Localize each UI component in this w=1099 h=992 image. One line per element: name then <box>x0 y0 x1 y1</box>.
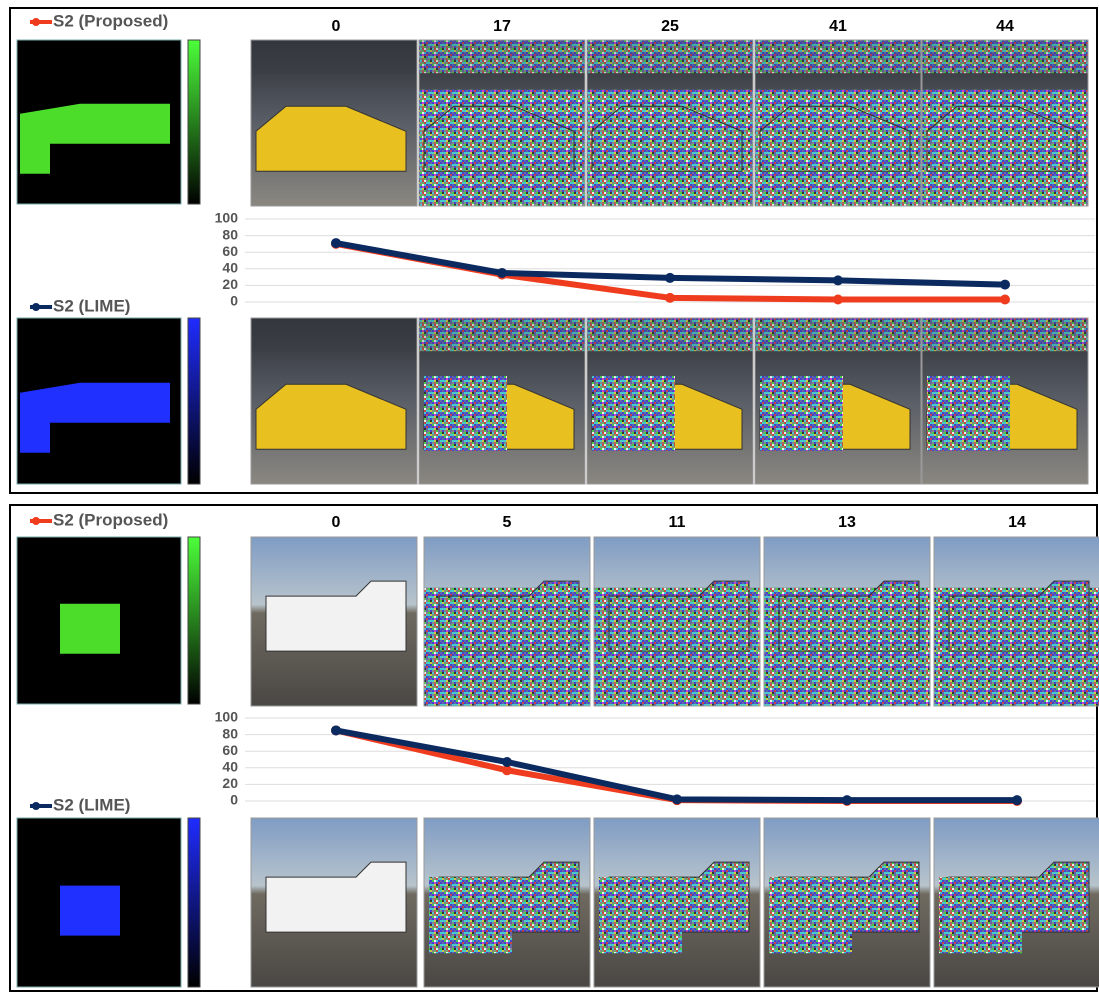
series-marker <box>665 273 675 283</box>
series-line <box>336 730 1017 801</box>
category-label: 44 <box>996 18 1014 35</box>
example-image <box>587 40 753 206</box>
example-image <box>251 40 417 206</box>
category-label: 13 <box>838 514 856 531</box>
legend-label: S2 (Proposed) <box>53 11 168 30</box>
perturbation-top <box>922 40 1088 73</box>
example-image <box>419 318 585 484</box>
y-tick-label: 80 <box>222 226 238 242</box>
perturbation-top <box>755 318 921 351</box>
colorbar <box>188 537 200 704</box>
y-tick-label: 20 <box>222 276 238 292</box>
perturbation <box>429 877 512 953</box>
example-image <box>764 818 930 987</box>
perturbation <box>592 376 675 451</box>
legend-swatch <box>32 802 40 810</box>
series-line <box>336 730 1017 800</box>
perturbation-top <box>587 40 753 73</box>
category-label: 17 <box>493 18 511 35</box>
perturbation-top <box>251 318 417 351</box>
y-tick-label: 40 <box>222 759 238 775</box>
perturbation <box>939 877 1022 953</box>
y-tick-label: 20 <box>222 775 238 791</box>
perturbation <box>769 877 852 953</box>
perturbation-top <box>922 318 1088 351</box>
perturbation-top <box>251 40 417 73</box>
series-marker <box>672 794 682 804</box>
example-image <box>419 40 585 206</box>
series-marker <box>842 795 852 805</box>
example-image <box>934 818 1099 987</box>
example-image <box>922 40 1088 206</box>
perturbation-top <box>419 40 585 73</box>
perturbation <box>760 376 843 451</box>
category-label: 5 <box>503 514 512 531</box>
series-marker <box>502 757 512 767</box>
legend-swatch <box>32 517 40 525</box>
perturbation-top <box>755 40 921 73</box>
category-label: 11 <box>669 514 686 531</box>
example-image <box>764 537 930 706</box>
example-image <box>424 818 590 987</box>
series-marker <box>331 238 341 248</box>
y-tick-label: 80 <box>222 725 238 741</box>
example-image <box>424 537 590 706</box>
example-image <box>922 318 1088 484</box>
category-label: 25 <box>661 18 679 35</box>
y-tick-label: 0 <box>230 792 238 808</box>
legend-label: S2 (Proposed) <box>53 510 168 529</box>
y-tick-label: 60 <box>222 742 238 758</box>
example-image <box>755 318 921 484</box>
perturbation <box>424 376 507 451</box>
legend-swatch <box>32 18 40 26</box>
y-tick-label: 40 <box>222 260 238 276</box>
series-marker <box>1000 280 1010 290</box>
legend-label: S2 (LIME) <box>53 296 130 315</box>
example-image <box>934 537 1099 706</box>
series-marker <box>665 293 675 303</box>
series-marker <box>1000 295 1010 305</box>
example-image <box>594 537 760 706</box>
category-label: 0 <box>332 514 341 531</box>
series-marker <box>833 295 843 305</box>
heatmap-region <box>60 886 120 936</box>
heatmap-region <box>60 604 120 654</box>
legend-label: S2 (LIME) <box>53 795 130 814</box>
perturbation-top <box>587 318 753 351</box>
series-marker <box>497 268 507 278</box>
example-image <box>587 318 753 484</box>
example-image <box>755 40 921 206</box>
category-label: 0 <box>332 18 341 35</box>
example-image <box>251 818 417 987</box>
series-marker <box>331 725 341 735</box>
y-tick-label: 100 <box>215 210 239 226</box>
y-tick-label: 60 <box>222 243 238 259</box>
category-label: 14 <box>1008 514 1026 531</box>
colorbar <box>188 818 200 987</box>
perturbation-top <box>419 318 585 351</box>
series-marker <box>833 275 843 285</box>
y-tick-label: 0 <box>230 293 238 309</box>
perturbation <box>927 376 1010 451</box>
legend-swatch <box>32 303 40 311</box>
figure: 017254144020406080100S2 (Proposed)S2 (LI… <box>0 0 1099 992</box>
category-label: 41 <box>829 18 847 35</box>
example-image <box>251 537 417 706</box>
series-marker <box>1012 795 1022 805</box>
example-image <box>594 818 760 987</box>
colorbar <box>188 318 200 484</box>
example-image <box>251 318 417 484</box>
perturbation <box>599 877 682 953</box>
colorbar <box>188 40 200 204</box>
y-tick-label: 100 <box>215 709 239 725</box>
